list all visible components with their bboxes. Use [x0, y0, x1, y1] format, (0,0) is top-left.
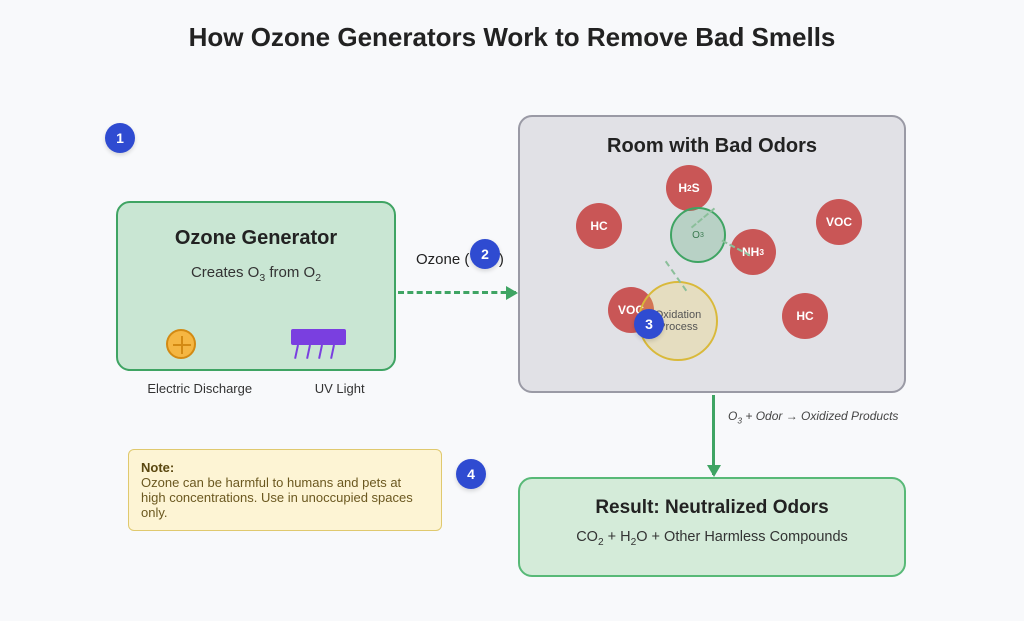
electric-discharge-icon [166, 329, 196, 359]
reaction-equation: O3 + Odor → Oxidized Products [728, 409, 898, 425]
page-title: How Ozone Generators Work to Remove Bad … [0, 0, 1024, 53]
result-title: Result: Neutralized Odors [538, 497, 886, 519]
note-body: Ozone can be harmful to humans and pets … [141, 475, 413, 520]
electric-discharge-label: Electric Discharge [147, 381, 252, 396]
odor-molecule: HC [782, 293, 828, 339]
step-badge-2: 2 [470, 239, 500, 269]
room-box: Room with Bad Odors H2SHCVOCNH3VOCHC O3 … [518, 115, 906, 393]
safety-note: Note: Ozone can be harmful to humans and… [128, 449, 442, 531]
step-badge-4: 4 [456, 459, 486, 489]
generator-box: Ozone Generator Creates O3 from O2 [116, 201, 396, 371]
step-badge-3: 3 [634, 309, 664, 339]
odor-molecule: H2S [666, 165, 712, 211]
odor-molecule: VOC [816, 199, 862, 245]
generator-title: Ozone Generator [136, 227, 376, 250]
result-subtitle: CO2 + H2O + Other Harmless Compounds [538, 529, 886, 548]
uv-light-icon [291, 329, 346, 345]
diagram-stage: 1 2 3 4 Ozone Generator Creates O3 from … [0, 53, 1024, 613]
uv-light-label: UV Light [315, 381, 365, 396]
result-box: Result: Neutralized Odors CO2 + H2O + Ot… [518, 477, 906, 577]
odor-molecule: HC [576, 203, 622, 249]
arrow-result-flow [712, 395, 715, 475]
arrow-ozone-flow [398, 291, 516, 294]
generator-subtitle: Creates O3 from O2 [136, 264, 376, 284]
note-heading: Note: [141, 460, 174, 475]
odor-molecule: NH3 [730, 229, 776, 275]
generator-method-labels: Electric Discharge UV Light [116, 381, 396, 396]
room-title: Room with Bad Odors [538, 135, 886, 158]
step-badge-1: 1 [105, 123, 135, 153]
ozone-molecule-icon: O3 [670, 207, 726, 263]
